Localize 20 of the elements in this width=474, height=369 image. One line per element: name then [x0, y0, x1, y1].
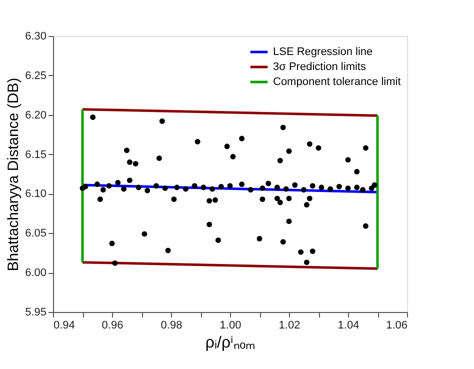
- y-tick-label: 6.15: [25, 148, 46, 161]
- y-tick-label: 6.10: [25, 188, 46, 200]
- legend-label: 3σ Prediction limits: [273, 61, 366, 73]
- y-axis-title: Bhattacharyya Distance (DB): [5, 78, 22, 272]
- x-tick-label: 0.94: [54, 320, 75, 332]
- legend-label: Component tolerance limit: [273, 76, 401, 88]
- x-tick-label: 0.98: [160, 320, 182, 332]
- x-axis-title: ρᵢ/ρⁱₙₒₘ: [205, 334, 256, 352]
- y-tick-label: 6.25: [25, 70, 46, 82]
- y-tick-label: 6.30: [25, 30, 46, 42]
- x-tick-label: 1.00: [220, 320, 242, 332]
- legend-label: LSE Regression line: [273, 46, 373, 58]
- y-tick-label: 6.00: [25, 267, 46, 280]
- x-tick-label: 1.02: [278, 320, 300, 332]
- x-tick-label: 1.06: [386, 320, 408, 332]
- x-tick-label: 1.04: [338, 320, 360, 332]
- x-tick-label: 0.96: [102, 320, 124, 332]
- y-tick-label: 6.05: [25, 228, 46, 240]
- y-tick-label: 6.20: [25, 109, 46, 122]
- y-tick-label: 5.95: [25, 306, 46, 318]
